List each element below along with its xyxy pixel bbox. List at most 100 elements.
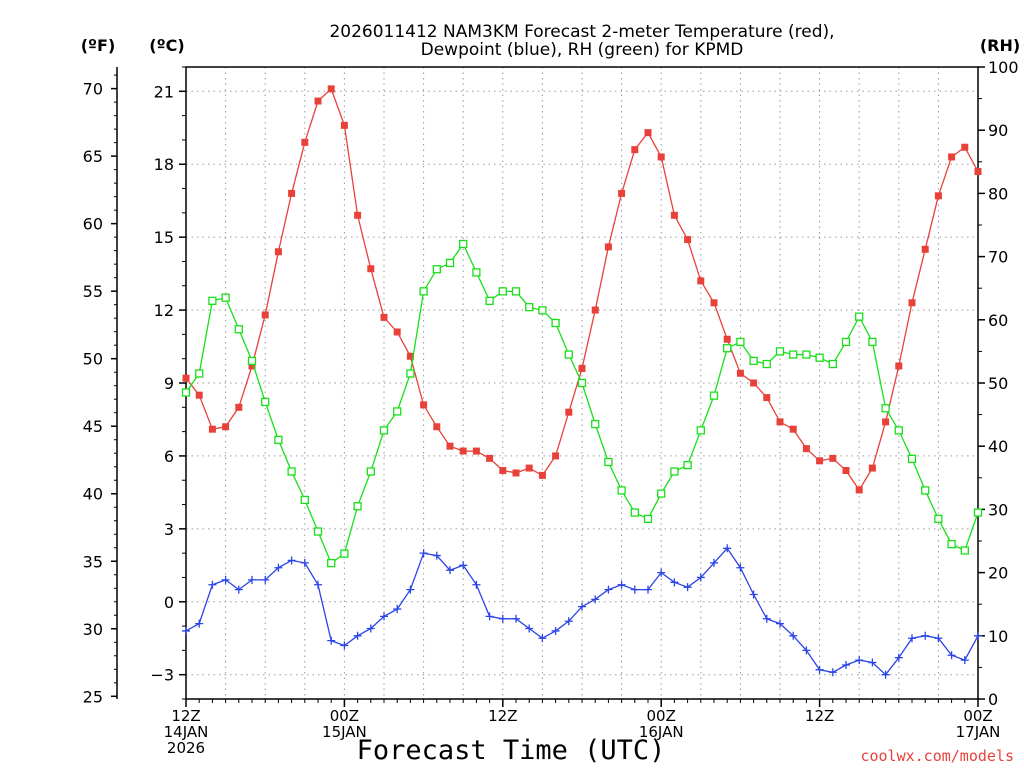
rh-point: [815, 353, 824, 362]
rh-point: [960, 546, 969, 555]
rh-point: [802, 350, 811, 359]
temperature-point: [459, 447, 467, 455]
dewpoint-point: [974, 631, 982, 640]
dewpoint-point: [736, 563, 745, 572]
temperature-point: [393, 328, 401, 336]
temperature-point: [182, 374, 190, 382]
rh-point: [195, 369, 204, 378]
rh-point: [287, 467, 296, 476]
rh-tick-label: 70: [988, 248, 1008, 267]
dewpoint-point: [300, 558, 309, 567]
dewpoint-point: [868, 658, 877, 667]
temperature-point: [486, 454, 494, 462]
celsius-tick-label: 6: [164, 447, 174, 466]
temperature-point: [882, 418, 890, 426]
dewpoint-point: [208, 580, 217, 589]
series-dewpoint: [182, 544, 982, 679]
temperature-point: [433, 423, 441, 431]
rh-point: [736, 337, 745, 347]
temperature-point: [644, 129, 652, 137]
dewpoint-point: [855, 656, 864, 665]
temperature-point: [908, 299, 916, 307]
rh-point: [670, 467, 679, 476]
rh-point: [591, 419, 600, 429]
dewpoint-point: [472, 580, 481, 589]
rh-point: [393, 407, 402, 416]
x-axis-label: Forecast Time (UTC): [357, 735, 666, 766]
temperature-point: [763, 394, 771, 402]
rh-point: [419, 287, 428, 296]
temperature-point: [420, 401, 428, 409]
rh-point: [881, 404, 890, 413]
celsius-unit-label: (ºC): [149, 36, 184, 55]
celsius-tick-label: 15: [154, 228, 174, 247]
fahrenheit-tick-label: 55: [83, 282, 103, 301]
x-tick-label: 12Z: [805, 707, 834, 725]
fahrenheit-tick-label: 70: [83, 80, 103, 99]
fahrenheit-tick-label: 50: [83, 350, 103, 369]
temperature-point: [446, 442, 454, 450]
rh-point: [247, 356, 257, 366]
rh-point: [683, 461, 692, 470]
rh-point: [749, 356, 758, 366]
dewpoint-point: [432, 551, 441, 560]
rh-point: [459, 239, 468, 249]
rh-tick-label: 0: [988, 690, 998, 709]
rh-tick-label: 40: [988, 437, 1008, 456]
temperature-point: [684, 236, 692, 244]
x-tick-label: 16JAN: [639, 723, 684, 741]
temperature-point: [248, 362, 256, 370]
dewpoint-point: [591, 595, 600, 604]
rh-point: [511, 287, 521, 296]
celsius-tick-label: 9: [164, 374, 174, 393]
rh-point: [379, 426, 389, 435]
rh-point: [313, 527, 323, 536]
temperature-point: [750, 379, 758, 387]
rh-unit-label: (RH): [980, 36, 1020, 55]
temperature-point: [657, 153, 665, 161]
temperature-point: [499, 467, 507, 475]
data-series: [181, 85, 983, 679]
temperature-point: [327, 85, 335, 93]
x-tick-label: 17JAN: [956, 723, 1001, 741]
temperature-point: [525, 464, 533, 472]
dewpoint-point: [248, 575, 256, 584]
dewpoint-point: [182, 626, 190, 635]
celsius-tick-label: 0: [164, 593, 174, 612]
rh-point: [525, 303, 534, 312]
x-tick-label: 00Z: [330, 707, 359, 725]
rh-point: [855, 312, 864, 321]
temperature-point: [380, 313, 388, 321]
rh-tick-label: 60: [988, 311, 1008, 330]
chart-title-line-2: Dewpoint (blue), RH (green) for KPMD: [421, 40, 744, 60]
rh-point: [472, 268, 481, 277]
rh-point: [789, 350, 798, 359]
temperature-point: [776, 418, 784, 426]
temperature-point: [934, 192, 942, 200]
rh-point: [934, 514, 943, 524]
temperature-point: [829, 454, 837, 462]
temperature-point: [512, 469, 520, 477]
dewpoint-point: [287, 556, 296, 565]
rh-point: [828, 359, 837, 369]
dewpoint-point: [380, 612, 388, 621]
rh-point: [775, 347, 785, 356]
temperature-point: [855, 486, 863, 494]
dewpoint-point: [446, 566, 454, 575]
x-tick-label: 2026: [167, 739, 205, 757]
x-tick-label: 12Z: [488, 707, 517, 725]
dewpoint-point: [419, 549, 428, 558]
series-2-meter-temperature: [182, 85, 982, 494]
dewpoint-point: [234, 585, 243, 594]
dewpoint-point: [406, 585, 415, 594]
temperature-point: [961, 143, 969, 151]
temperature-point: [868, 464, 876, 472]
dewpoint-point: [261, 575, 270, 584]
celsius-tick-label: 21: [154, 82, 174, 101]
dewpoint-point: [921, 631, 930, 640]
temperature-point: [538, 471, 546, 479]
temperature-point: [314, 97, 322, 105]
dewpoint-point: [604, 585, 613, 594]
celsius-tick-label: 12: [154, 301, 174, 320]
dewpoint-point: [776, 619, 784, 628]
